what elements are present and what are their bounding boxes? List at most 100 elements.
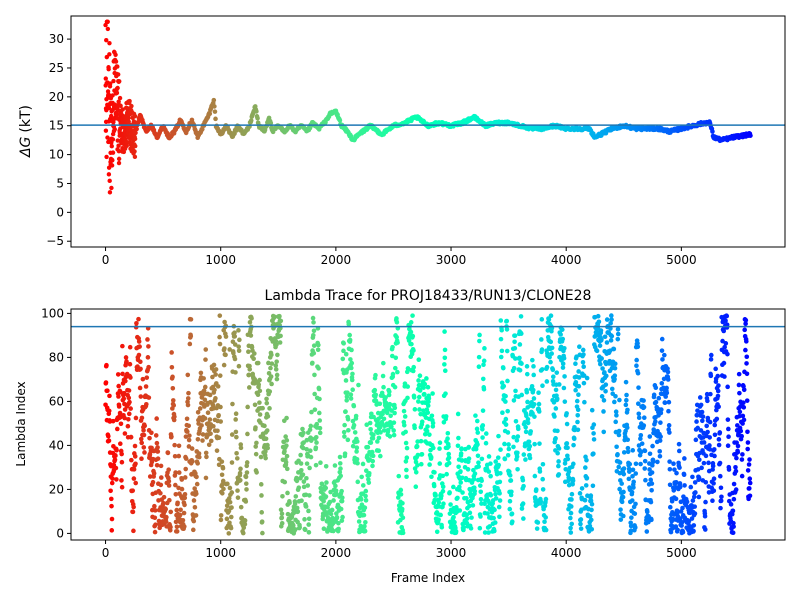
lambda-point — [419, 461, 424, 467]
lambda-point — [575, 419, 580, 425]
lambda-point — [442, 355, 448, 361]
lambda-point — [367, 420, 373, 426]
delta-g-x-ticks: 0 1000 2000 3000 4000 5000 — [102, 247, 697, 267]
lambda-point — [650, 443, 655, 449]
lambda-point — [141, 428, 146, 433]
lambda-point — [707, 419, 713, 425]
lambda-point — [307, 493, 312, 498]
lambda-point — [501, 365, 506, 371]
lambda-point — [176, 453, 182, 459]
lambda-point — [108, 488, 113, 494]
lambda-point — [284, 438, 290, 443]
lambda-point — [413, 484, 419, 489]
lambda-point — [538, 499, 544, 504]
lambda-point — [699, 409, 705, 415]
lambda-point — [577, 491, 583, 496]
lambda-point — [126, 416, 131, 422]
lambda-point — [512, 333, 518, 338]
lambda-point — [747, 476, 753, 481]
lambda-point — [176, 485, 181, 491]
lambda-point — [354, 445, 360, 451]
lambda-point — [375, 439, 380, 444]
lambda-point — [529, 383, 535, 389]
lambda-point — [503, 422, 509, 427]
lambda-point — [492, 520, 498, 525]
lambda-point — [158, 463, 164, 469]
lambda-point — [221, 486, 226, 492]
lambda-point — [254, 440, 259, 446]
lambda-point — [229, 490, 235, 495]
lambda-point — [202, 416, 208, 421]
delta-g-point — [132, 114, 138, 119]
lambda-point — [745, 429, 750, 435]
lambda-point — [308, 454, 314, 460]
lambda-point — [227, 485, 233, 491]
x-tick-label: 5000 — [666, 253, 697, 267]
lambda-point — [673, 480, 679, 485]
lambda-point — [139, 415, 145, 421]
lambda-point — [477, 338, 482, 344]
lambda-point — [142, 450, 147, 455]
lambda-point — [726, 467, 732, 472]
lambda-point — [310, 360, 315, 366]
lambda-point — [619, 481, 625, 486]
lambda-point — [419, 451, 425, 457]
lambda-point — [140, 376, 146, 382]
lambda-point — [691, 494, 697, 500]
lambda-point — [548, 339, 554, 345]
lambda-point — [411, 348, 416, 353]
lambda-point — [248, 333, 254, 338]
lambda-point — [653, 399, 659, 405]
lambda-point — [745, 440, 751, 445]
lambda-point — [539, 317, 545, 322]
lambda-point — [205, 410, 211, 416]
lambda-points — [103, 313, 753, 536]
lambda-point — [535, 520, 541, 525]
lambda-point — [185, 429, 190, 434]
lambda-point — [464, 516, 470, 521]
lambda-point — [220, 478, 226, 484]
lambda-point — [168, 524, 173, 530]
lambda-point — [346, 321, 352, 327]
lambda-point — [184, 416, 190, 422]
lambda-point — [293, 527, 298, 532]
lambda-point — [155, 456, 161, 461]
lambda-point — [703, 499, 708, 505]
lambda-point — [278, 318, 284, 324]
lambda-point — [583, 483, 589, 488]
lambda-point — [641, 415, 647, 421]
lambda-point — [179, 486, 185, 492]
lambda-point — [483, 431, 489, 436]
lambda-point — [255, 360, 261, 366]
lambda-point — [404, 474, 409, 480]
lambda-point — [667, 430, 672, 435]
lambda-point — [643, 477, 648, 483]
lambda-point — [182, 495, 188, 501]
lambda-point — [318, 460, 323, 466]
lambda-point — [405, 366, 411, 372]
lambda-point — [570, 478, 576, 483]
lambda-point — [334, 511, 339, 516]
delta-g-point — [109, 185, 114, 191]
lambda-point — [458, 451, 464, 456]
lambda-point — [339, 488, 344, 494]
lambda-point — [561, 355, 567, 361]
lambda-point — [693, 437, 699, 443]
lambda-point — [437, 446, 442, 451]
lambda-point — [365, 444, 371, 450]
lambda-point — [400, 500, 405, 506]
delta-g-point — [337, 118, 343, 123]
lambda-point — [429, 474, 434, 480]
lambda-point — [442, 329, 447, 334]
lambda-point — [553, 387, 559, 393]
lambda-point — [350, 387, 355, 393]
lambda-point — [457, 508, 463, 513]
lambda-point — [131, 504, 136, 510]
lambda-point — [336, 520, 341, 526]
lambda-point — [138, 366, 143, 372]
lambda-point — [569, 521, 575, 527]
lambda-point — [134, 320, 139, 326]
lambda-point — [649, 487, 654, 493]
lambda-point — [268, 365, 273, 371]
lambda-point — [482, 346, 487, 351]
